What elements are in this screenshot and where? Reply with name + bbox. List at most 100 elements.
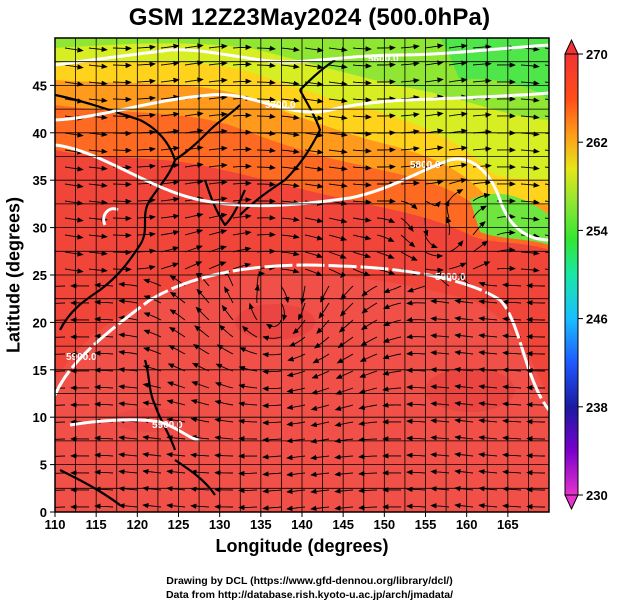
streamline-arrow <box>256 164 276 171</box>
streamline-arrow <box>358 420 378 427</box>
streamline-arrow <box>304 251 324 258</box>
streamline-arrow <box>169 291 186 304</box>
streamline-arrow <box>352 46 372 52</box>
streamline-arrow <box>424 251 444 259</box>
streamline-arrow <box>424 145 444 151</box>
streamline-arrow <box>502 401 522 407</box>
streamline-arrow <box>55 472 66 474</box>
streamline-arrow <box>88 97 108 103</box>
streamline-arrow <box>166 469 186 475</box>
streamline-arrow <box>64 47 84 53</box>
streamline-arrow <box>160 43 180 50</box>
streamline-arrow <box>472 61 492 67</box>
streamline-arrow <box>448 189 464 202</box>
streamline-arrow <box>136 78 156 85</box>
streamline-arrow <box>334 488 354 494</box>
streamline-arrow <box>544 132 549 134</box>
streamline-arrow <box>448 240 464 253</box>
streamline-arrow <box>224 286 234 304</box>
streamline-arrow <box>478 299 498 305</box>
streamline-arrow <box>444 199 450 219</box>
streamline-arrow <box>238 504 258 511</box>
streamline-arrow <box>310 454 330 461</box>
streamline-arrow <box>55 302 66 304</box>
streamline-arrow <box>280 302 288 322</box>
streamline-arrow <box>328 80 348 87</box>
streamline-arrow <box>376 217 396 223</box>
streamline-arrow <box>94 384 114 390</box>
streamline-arrow <box>88 148 108 154</box>
streamline-arrow <box>520 80 540 86</box>
streamline-arrow <box>288 336 306 347</box>
streamline-arrow <box>454 503 474 509</box>
streamline-arrow <box>336 353 354 364</box>
streamline-arrow <box>472 112 492 118</box>
streamline-arrow <box>454 333 474 339</box>
contour-label: 5600.0 <box>368 54 399 65</box>
streamline-arrow <box>448 145 468 151</box>
streamline-arrow <box>88 80 108 86</box>
streamline-arrow <box>280 285 290 304</box>
streamline-arrow <box>328 46 348 53</box>
streamline-arrow <box>214 435 234 441</box>
streamline-arrow <box>377 113 396 119</box>
streamline-arrow <box>184 212 204 219</box>
streamline-arrow <box>136 146 156 153</box>
streamline-arrow <box>310 488 330 494</box>
streamline-arrow <box>361 285 378 297</box>
streamline-arrow <box>526 333 545 340</box>
streamline-arrow <box>88 131 108 137</box>
streamline-arrow <box>454 435 474 441</box>
streamline-arrow <box>352 234 372 241</box>
y-tick-label: 30 <box>33 221 47 236</box>
streamline-arrow <box>238 435 257 442</box>
streamline-arrow <box>377 79 396 85</box>
streamline-arrow <box>166 503 186 509</box>
streamline-arrow <box>94 503 114 509</box>
streamline-arrow <box>358 487 378 494</box>
streamline-arrow <box>160 230 180 236</box>
streamline-arrow <box>160 111 180 118</box>
streamline-arrow <box>544 115 549 117</box>
streamline-arrow <box>478 281 498 288</box>
streamlines <box>55 43 549 512</box>
streamline-arrow <box>382 353 402 360</box>
streamline-arrow <box>454 401 474 407</box>
credit-data-source: Data from http://database.rish.kyoto-u.a… <box>165 589 454 601</box>
colorbar-tick-label: 270 <box>586 47 608 62</box>
x-axis-label: Longitude (degrees) <box>215 536 389 556</box>
streamline-arrow <box>335 387 354 395</box>
streamline-arrow <box>472 163 492 169</box>
streamline-arrow <box>262 420 282 426</box>
streamline-arrow <box>424 77 444 83</box>
streamline-arrow <box>88 250 108 256</box>
streamline-arrow <box>352 165 372 171</box>
streamline-arrow <box>280 182 300 189</box>
streamline-arrow <box>328 182 348 189</box>
streamline-arrow <box>328 131 348 138</box>
streamline-arrow <box>360 319 378 331</box>
map-grid <box>55 38 549 512</box>
streamline-arrow <box>64 81 84 87</box>
streamline-arrow <box>88 233 108 239</box>
streamline-arrow <box>424 234 438 249</box>
streamline-arrow <box>328 217 348 224</box>
streamline-arrow <box>328 63 348 70</box>
streamline-arrow <box>377 96 396 102</box>
streamline-arrow <box>358 387 378 394</box>
streamline-arrow <box>454 316 474 322</box>
streamline-arrow <box>167 381 186 389</box>
streamline-arrow <box>88 63 108 69</box>
streamline-arrow <box>208 94 228 101</box>
streamline-arrow <box>352 63 372 69</box>
streamline-arrow <box>262 488 282 494</box>
streamline-arrow <box>257 181 276 188</box>
streamline-arrow <box>64 200 84 206</box>
streamline-arrow <box>184 60 204 66</box>
streamline-arrow <box>502 503 522 509</box>
streamline-arrow <box>544 81 549 83</box>
streamline-arrow <box>454 384 474 390</box>
streamline-arrow <box>64 166 84 172</box>
streamline-arrow <box>262 369 282 375</box>
streamline-arrow <box>208 212 228 219</box>
